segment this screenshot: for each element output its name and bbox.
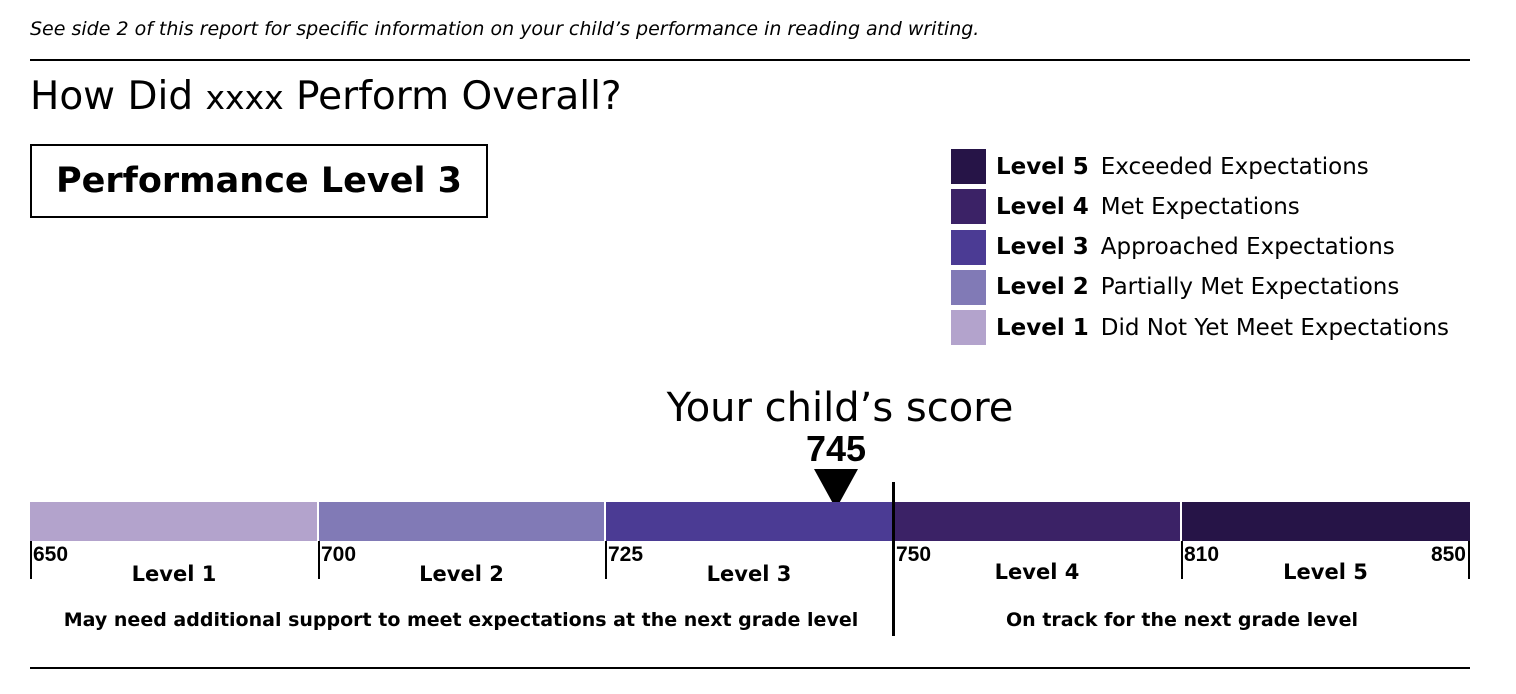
scale-band-2	[318, 502, 605, 541]
scale-band-3	[605, 502, 893, 541]
score-title: Your child’s score	[666, 385, 1014, 431]
scale-band-label: Level 3	[706, 562, 792, 586]
score-value: 745	[805, 428, 867, 469]
legend-description: Met Expectations	[1100, 193, 1300, 220]
scale-tick	[1181, 541, 1183, 579]
scale-tick-label: 810	[1184, 543, 1220, 566]
title-prefix: How Did	[30, 74, 194, 119]
top-divider	[30, 59, 1470, 61]
page-title: How Did xxxx Perform Overall?	[30, 74, 622, 119]
legend-level: Level 1	[996, 314, 1089, 341]
expectation-cut-line	[892, 482, 895, 636]
scale-tick-label: 750	[896, 543, 932, 566]
legend-swatch	[951, 149, 986, 184]
legend-item-level-5: Level 5 Exceeded Expectations	[951, 149, 1449, 184]
legend-swatch	[951, 310, 986, 346]
performance-level-text: Performance Level 3	[56, 161, 462, 201]
legend-swatch	[951, 269, 986, 305]
scale-band-1	[30, 502, 318, 541]
student-name: xxxx	[205, 78, 284, 117]
scale-tick	[30, 541, 32, 579]
legend-level: Level 2	[996, 274, 1089, 301]
band-separator	[1180, 502, 1182, 541]
scale-band-label: Level 2	[419, 562, 504, 586]
legend-description: Did Not Yet Meet Expectations	[1100, 314, 1450, 341]
legend-swatch	[951, 229, 986, 265]
scale-tick-label: 725	[608, 543, 644, 566]
scale-band-4	[893, 502, 1181, 541]
scale-band-label: Level 1	[131, 562, 217, 586]
above-cut-text: On track for the next grade level	[1006, 609, 1358, 631]
performance-level-box: Performance Level 3	[30, 144, 488, 218]
scale-band-5	[1181, 502, 1470, 541]
legend-level: Level 4	[996, 193, 1089, 220]
title-suffix: Perform Overall?	[296, 74, 622, 119]
band-separator	[604, 502, 606, 541]
scale-band-label: Level 4	[994, 560, 1080, 584]
level-legend: Level 5 Exceeded Expectations Level 4 Me…	[951, 149, 1449, 350]
bottom-divider	[30, 667, 1470, 669]
scale-tick-label: 650	[33, 543, 69, 566]
legend-item-level-1: Level 1 Did Not Yet Meet Expectations	[951, 310, 1450, 346]
legend-swatch	[951, 189, 986, 225]
legend-description: Approached Expectations	[1100, 234, 1395, 261]
scale-tick-label: 850	[1430, 543, 1466, 566]
below-cut-text: May need additional support to meet expe…	[63, 609, 859, 631]
legend-description: Exceeded Expectations	[1100, 153, 1369, 180]
legend-item-level-2: Level 2 Partially Met Expectations	[951, 269, 1449, 305]
legend-level: Level 5	[996, 153, 1089, 180]
side-note: See side 2 of this report for specific i…	[30, 18, 980, 40]
band-separator	[317, 502, 319, 541]
scale-tick-label: 700	[321, 543, 357, 566]
legend-item-level-3: Level 3 Approached Expectations	[951, 229, 1449, 265]
legend-level: Level 3	[996, 234, 1089, 261]
scale-tick	[1468, 541, 1470, 579]
scale-band-label: Level 5	[1283, 560, 1368, 584]
scale-tick	[318, 541, 320, 579]
scale-tick	[605, 541, 607, 579]
legend-item-level-4: Level 4 Met Expectations	[951, 189, 1449, 225]
legend-description: Partially Met Expectations	[1100, 274, 1400, 301]
